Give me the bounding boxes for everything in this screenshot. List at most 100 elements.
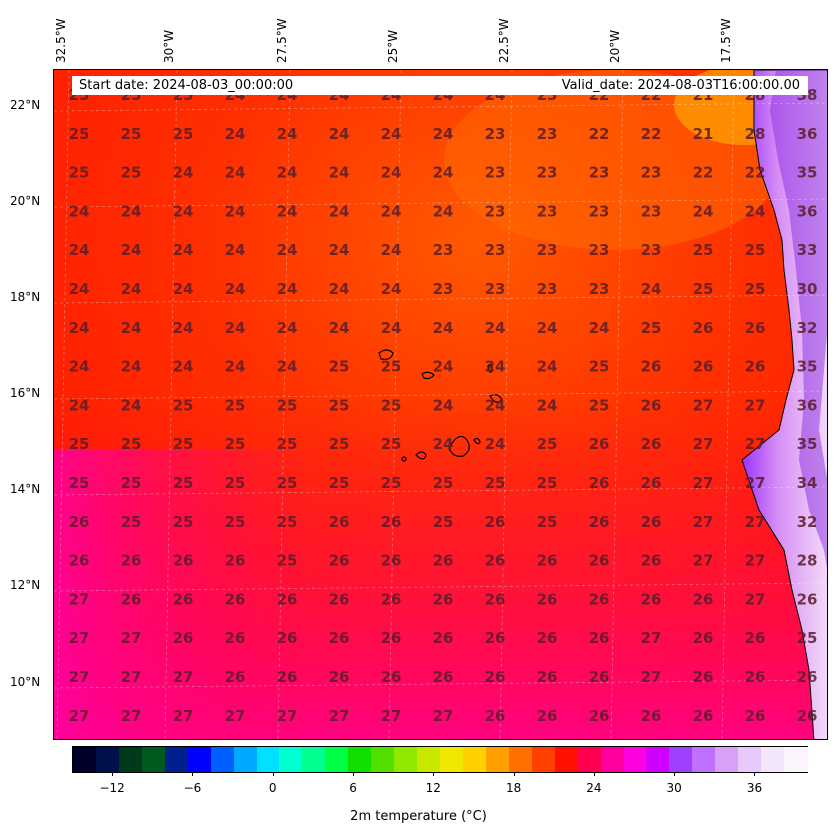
temperature-value: 25 [69,164,90,182]
temperature-value: 26 [381,590,402,608]
temperature-value: 26 [641,707,662,725]
temperature-value: 36 [797,396,818,414]
temperature-value: 24 [173,202,194,220]
temperature-value: 27 [121,629,142,647]
temperature-value: 23 [485,280,506,298]
temperature-value: 23 [589,280,610,298]
temperature-value: 24 [225,241,246,259]
temperature-value: 25 [69,474,90,492]
start-date-label: Start date: 2024-08-03_00:00:00 [79,78,294,93]
temperature-value: 25 [537,513,558,531]
colorbar-tick [272,772,274,776]
temperature-value: 26 [381,552,402,570]
temperature-value: 27 [693,552,714,570]
temperature-value: 26 [121,590,142,608]
temperature-value: 25 [121,164,142,182]
latitude-label: 16°N [10,386,41,400]
temperature-value: 24 [693,202,714,220]
map-panel[interactable]: 25 25 25 24 24 24 24 24 24 23 22 22 21 28 38 25 25 25 24 24… [53,69,828,740]
temperature-value: 23 [485,125,506,143]
temperature-value: 24 [225,164,246,182]
temperature-value: 26 [693,319,714,337]
colorbar-tick [112,772,114,776]
temperature-value: 23 [485,202,506,220]
latitude-label: 20°N [10,194,41,208]
colorbar-tick-label: 36 [746,781,763,795]
temperature-value: 25 [329,474,350,492]
temperature-value: 24 [381,164,402,182]
west-warm-zone [54,450,314,739]
meridian-line [721,70,735,739]
temperature-value: 24 [277,241,298,259]
temperature-value: 25 [225,396,246,414]
temperature-value: 26 [537,552,558,570]
temperature-value: 27 [69,629,90,647]
longitude-label: 25°W [386,29,400,63]
temperature-value: 25 [745,280,766,298]
temperature-value: 25 [173,396,194,414]
temperature-value: 25 [433,474,454,492]
temperature-value: 25 [121,513,142,531]
colorbar-tick-label: 18 [505,781,522,795]
colorbar-segment [279,747,304,772]
colorbar-segment [73,747,98,772]
temperature-value: 26 [641,513,662,531]
colorbar-segment [348,747,373,772]
temperature-value: 26 [433,629,454,647]
temperature-value: 24 [173,358,194,376]
temperature-value: 27 [745,474,766,492]
temperature-value: 24 [589,319,610,337]
colorbar-segment [646,747,671,772]
temperature-value: 24 [121,319,142,337]
temperature-value: 24 [329,280,350,298]
graticule [54,70,827,739]
temperature-value: 36 [797,125,818,143]
colorbar-segment [210,747,236,772]
temperature-value: 25 [173,125,194,143]
temperature-value: 24 [277,202,298,220]
temperature-value: 22 [641,125,662,143]
colorbar-tick-label: 24 [586,781,602,795]
temperature-value: 26 [537,590,558,608]
latitude-label: 14°N [10,482,41,496]
temperature-value: 25 [225,435,246,453]
colorbar-tick [353,772,355,776]
temperature-value: 24 [69,241,90,259]
temperature-value: 32 [797,319,818,337]
temperature-value: 23 [433,280,454,298]
temperature-value: 26 [693,590,714,608]
temperature-value: 25 [693,241,714,259]
temperature-value: 26 [225,552,246,570]
temperature-value: 24 [329,202,350,220]
temperature-value: 25 [381,474,402,492]
temperature-value: 27 [121,707,142,725]
temperature-value: 25 [173,435,194,453]
colorbar-segment [118,747,144,772]
colorbar-tick [192,772,194,776]
temperature-value: 25 [693,280,714,298]
temperature-value: 24 [433,435,454,453]
colorbar-segment [302,747,327,772]
valid-date-label: Valid_date: 2024-08-03T16:00:00.00 [561,78,800,93]
temperature-value: 26 [485,707,506,725]
colorbar-segment [784,747,809,772]
temperature-value: 24 [225,125,246,143]
colorbar-segment [256,747,281,772]
temperature-value: 27 [121,668,142,686]
temperature-value: 23 [641,241,662,259]
temperature-value: 26 [641,396,662,414]
temperature-value: 23 [589,202,610,220]
temperature-value: 27 [693,435,714,453]
temperature-value: 26 [121,552,142,570]
temperature-value: 26 [745,668,766,686]
temperature-value: 27 [745,396,766,414]
temperature-value: 25 [641,319,662,337]
temperature-value: 23 [589,241,610,259]
temperature-value: 26 [69,513,90,531]
temperature-value: 25 [121,435,142,453]
temperature-value: 23 [537,125,558,143]
colorbar-segment [715,747,740,772]
temperature-value: 30 [797,280,818,298]
temperature-value: 27 [745,590,766,608]
